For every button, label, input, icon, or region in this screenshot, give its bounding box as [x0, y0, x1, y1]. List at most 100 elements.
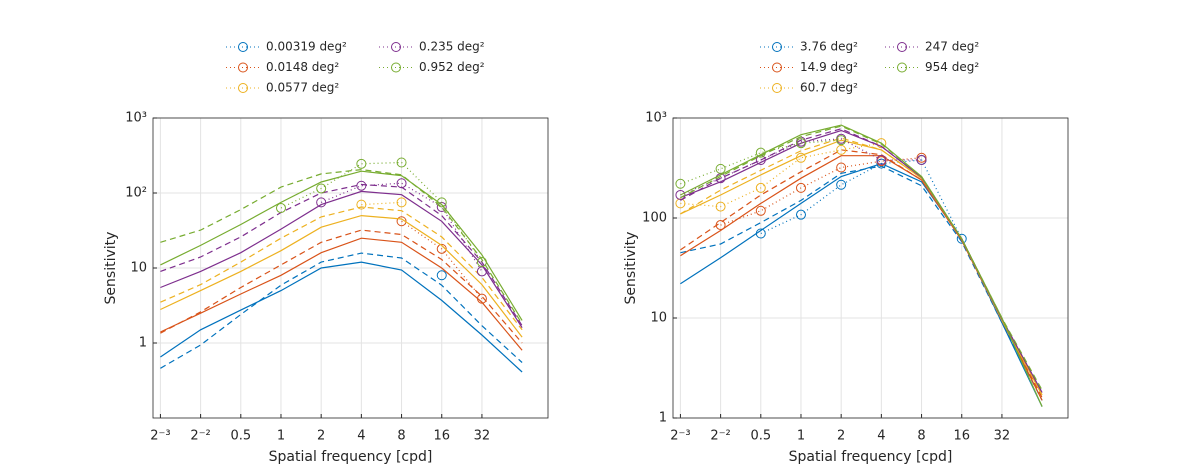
- y-tick-label: 10³: [125, 111, 147, 126]
- y-tick-label: 10³: [645, 111, 667, 126]
- x-tick-label: 2⁻³: [150, 429, 170, 444]
- model-line-solid: [160, 190, 523, 329]
- y-tick-label: 1: [659, 411, 667, 426]
- x-tick-label: 4: [357, 429, 365, 444]
- model-line-dashed: [680, 165, 1043, 401]
- measured-point: [755, 182, 766, 193]
- x-tick-label: 8: [397, 429, 405, 444]
- model-line-dashed: [160, 252, 523, 369]
- y-tick-label: 1: [139, 336, 147, 351]
- legend-marker: [897, 42, 907, 52]
- measured-point: [715, 220, 726, 231]
- legend-marker: [238, 42, 248, 52]
- measured-point: [876, 155, 887, 166]
- legend-label: 0.0577 deg²: [266, 81, 339, 95]
- measured-point: [275, 203, 286, 214]
- measured-point: [795, 209, 806, 220]
- measured-point: [755, 205, 766, 216]
- measured-line: [280, 161, 483, 263]
- y-tick-label: 100: [642, 211, 667, 226]
- measured-point: [356, 158, 367, 169]
- measured-point: [675, 198, 686, 209]
- legend-marker: [238, 62, 248, 73]
- measured-line: [361, 201, 402, 206]
- x-tick-label: 32: [474, 429, 491, 444]
- measured-point: [356, 180, 367, 191]
- model-line-solid: [160, 214, 523, 338]
- x-tick-label: 16: [953, 429, 970, 444]
- x-tick-label: 32: [994, 429, 1011, 444]
- y-axis-label: Sensitivity: [103, 232, 119, 305]
- measured-point: [436, 243, 447, 254]
- x-axis-label: Spatial frequency [cpd]: [269, 449, 433, 465]
- axes-box: [672, 117, 1069, 419]
- x-tick-label: 2⁻²: [710, 429, 730, 444]
- x-tick-label: 0.5: [750, 429, 771, 444]
- legend-label: 0.00319 deg²: [266, 40, 347, 54]
- measured-point: [795, 152, 806, 163]
- legend-marker: [772, 83, 782, 93]
- plot: [160, 157, 523, 373]
- measured-line: [680, 139, 842, 185]
- measured-point: [836, 144, 847, 155]
- x-axis-label: Spatial frequency [cpd]: [789, 449, 953, 465]
- legend-label: 954 deg²: [925, 60, 979, 74]
- model-line-dashed: [160, 206, 523, 331]
- model-line-solid: [160, 261, 523, 373]
- measured-point: [356, 199, 367, 210]
- measured-point: [396, 178, 407, 189]
- measured-point: [675, 178, 686, 189]
- measured-point: [436, 270, 447, 281]
- x-tick-label: 8: [917, 429, 925, 444]
- axes-box: [152, 117, 549, 419]
- measured-point: [916, 155, 927, 166]
- measured-line: [760, 159, 963, 240]
- x-tick-label: 2: [837, 429, 845, 444]
- measured-point: [715, 201, 726, 212]
- measured-point: [476, 257, 487, 268]
- measured-point: [795, 182, 806, 193]
- x-tick-label: 1: [277, 429, 285, 444]
- legend-label: 0.235 deg²: [419, 40, 485, 54]
- measured-point: [476, 293, 487, 304]
- x-tick-label: 2: [317, 429, 325, 444]
- panel: 2⁻³ 2⁻² 0.5 1 2 4 8 16 32 1 10 100 10³ 3.76 deg² 14.9 …: [623, 40, 1069, 465]
- legend-marker: [897, 62, 907, 73]
- measured-point: [436, 197, 447, 208]
- measured-point: [316, 197, 327, 208]
- measured-point: [836, 162, 847, 173]
- x-tick-label: 16: [433, 429, 450, 444]
- legend-label: 0.952 deg²: [419, 60, 485, 74]
- x-tick-label: 0.5: [230, 429, 251, 444]
- y-axis-label: Sensitivity: [623, 232, 639, 305]
- legend-label: 247 deg²: [925, 40, 979, 54]
- y-tick-label: 10²: [125, 186, 147, 201]
- measured-point: [755, 147, 766, 158]
- measured-point: [795, 138, 806, 149]
- plot: [675, 124, 1043, 407]
- legend-marker: [391, 42, 401, 52]
- legend-marker: [772, 42, 782, 52]
- measured-point: [836, 135, 847, 146]
- model-line-solid: [160, 237, 523, 351]
- legend-marker: [238, 83, 248, 93]
- measured-point: [715, 163, 726, 174]
- x-tick-label: 4: [877, 429, 885, 444]
- legend-label: 0.0148 deg²: [266, 60, 339, 74]
- measured-point: [396, 157, 407, 168]
- x-tick-label: 2⁻²: [190, 429, 210, 444]
- measured-point: [836, 179, 847, 190]
- measured-point: [316, 183, 327, 194]
- legend-marker: [772, 62, 782, 73]
- model-line-dashed: [160, 229, 523, 344]
- x-tick-label: 2⁻³: [670, 429, 690, 444]
- y-tick-label: 10: [130, 261, 147, 276]
- measured-point: [396, 197, 407, 208]
- model-line-dashed: [680, 125, 1043, 391]
- legend-label: 3.76 deg²: [800, 40, 858, 54]
- measured-point: [876, 158, 887, 169]
- measured-point: [916, 152, 927, 163]
- plot-area: [673, 118, 1068, 418]
- measured-point: [876, 138, 887, 149]
